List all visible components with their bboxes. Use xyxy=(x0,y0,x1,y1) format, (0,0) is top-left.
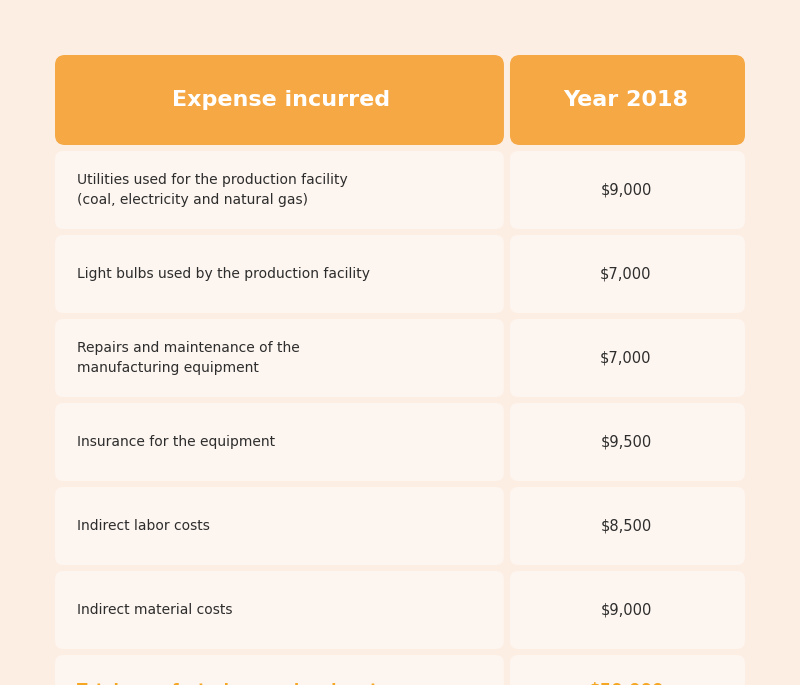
FancyBboxPatch shape xyxy=(55,151,504,229)
Text: Expense incurred: Expense incurred xyxy=(172,90,390,110)
FancyBboxPatch shape xyxy=(510,403,745,481)
Text: $8,500: $8,500 xyxy=(600,519,651,534)
Text: Year 2018: Year 2018 xyxy=(563,90,689,110)
Text: Total manufacturing overhead cost: Total manufacturing overhead cost xyxy=(77,684,378,685)
FancyBboxPatch shape xyxy=(510,235,745,313)
FancyBboxPatch shape xyxy=(510,655,745,685)
FancyBboxPatch shape xyxy=(55,55,504,145)
FancyBboxPatch shape xyxy=(510,55,745,145)
Text: Insurance for the equipment: Insurance for the equipment xyxy=(77,435,275,449)
FancyBboxPatch shape xyxy=(55,571,504,649)
FancyBboxPatch shape xyxy=(55,655,504,685)
FancyBboxPatch shape xyxy=(510,151,745,229)
Text: $50,000: $50,000 xyxy=(588,682,664,685)
FancyBboxPatch shape xyxy=(510,571,745,649)
Text: $9,500: $9,500 xyxy=(600,434,651,449)
FancyBboxPatch shape xyxy=(55,403,504,481)
FancyBboxPatch shape xyxy=(55,319,504,397)
FancyBboxPatch shape xyxy=(55,235,504,313)
FancyBboxPatch shape xyxy=(510,319,745,397)
FancyBboxPatch shape xyxy=(55,487,504,565)
Text: Light bulbs used by the production facility: Light bulbs used by the production facil… xyxy=(77,267,370,281)
Text: Indirect material costs: Indirect material costs xyxy=(77,603,233,617)
Text: $7,000: $7,000 xyxy=(600,266,652,282)
Text: Utilities used for the production facility
(coal, electricity and natural gas): Utilities used for the production facili… xyxy=(77,173,348,208)
FancyBboxPatch shape xyxy=(510,487,745,565)
Text: Indirect labor costs: Indirect labor costs xyxy=(77,519,210,533)
Text: Repairs and maintenance of the
manufacturing equipment: Repairs and maintenance of the manufactu… xyxy=(77,340,300,375)
Text: $9,000: $9,000 xyxy=(600,182,652,197)
Text: $9,000: $9,000 xyxy=(600,603,652,617)
Text: $7,000: $7,000 xyxy=(600,351,652,366)
